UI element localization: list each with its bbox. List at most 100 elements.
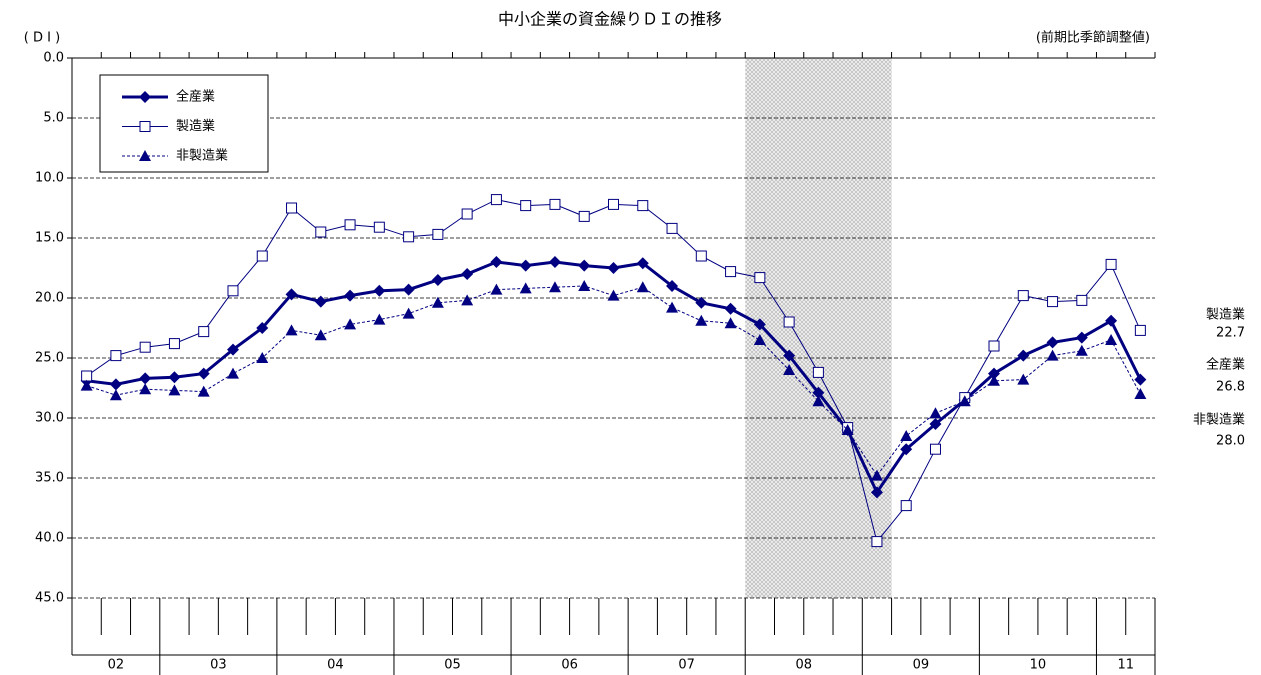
- chart-title: 中小企業の資金繰りＤＩの推移: [498, 10, 722, 29]
- marker: [988, 340, 1000, 352]
- marker: [1076, 294, 1088, 306]
- y-tick-label: 0.0: [43, 51, 64, 66]
- x-tick-label: 02: [108, 658, 125, 673]
- y-axis-label: ( D I ): [24, 31, 60, 46]
- marker: [402, 307, 415, 319]
- marker: [812, 386, 825, 399]
- marker: [139, 341, 151, 353]
- marker: [724, 302, 737, 315]
- legend-label: 製造業: [176, 118, 215, 134]
- marker: [226, 343, 239, 356]
- marker: [695, 296, 708, 309]
- marker: [344, 289, 357, 302]
- marker: [666, 280, 679, 292]
- marker: [958, 395, 971, 407]
- marker: [373, 221, 385, 233]
- marker: [607, 289, 620, 301]
- x-tick-label: 09: [913, 658, 930, 673]
- marker: [286, 202, 298, 214]
- marker: [256, 250, 268, 262]
- marker: [783, 364, 796, 375]
- marker: [900, 500, 912, 512]
- marker: [109, 389, 122, 401]
- marker: [519, 259, 532, 272]
- marker: [870, 486, 883, 499]
- marker: [403, 231, 415, 243]
- marker: [988, 374, 1001, 386]
- marker: [80, 379, 93, 391]
- marker: [285, 288, 298, 301]
- x-tick-label: 10: [1030, 658, 1047, 673]
- marker: [929, 407, 942, 419]
- marker: [373, 313, 386, 325]
- marker: [285, 324, 298, 336]
- marker: [636, 257, 649, 270]
- marker: [1134, 388, 1147, 399]
- marker: [519, 282, 532, 294]
- marker: [929, 418, 942, 430]
- legend-label: 全産業: [176, 89, 215, 105]
- series-layer: [80, 194, 1147, 548]
- marker: [725, 266, 737, 278]
- marker: [344, 219, 356, 231]
- grid-layer: 0.0 5.0 10.0 15.0 20.0 25.0 30.0 35.0 40.0 45.0 02…: [35, 51, 1156, 675]
- marker: [314, 295, 327, 308]
- marker: [431, 274, 444, 286]
- marker: [109, 378, 122, 391]
- marker: [1017, 349, 1030, 362]
- marker: [344, 318, 357, 330]
- marker: [110, 350, 122, 362]
- marker: [1134, 324, 1146, 336]
- marker: [314, 329, 327, 341]
- marker: [871, 536, 883, 548]
- y-tick-label: 15.0: [35, 231, 64, 246]
- marker: [870, 469, 883, 481]
- marker: [168, 338, 180, 350]
- marker: [666, 222, 678, 234]
- marker: [432, 228, 444, 240]
- marker: [198, 326, 210, 338]
- marker: [520, 200, 532, 212]
- y-tick-label: 45.0: [35, 591, 64, 606]
- marker: [168, 371, 181, 384]
- end-value-label: 26.8: [1216, 380, 1245, 395]
- legend-marker: [139, 91, 151, 103]
- y-tick-label: 10.0: [35, 171, 64, 186]
- marker: [402, 283, 415, 296]
- end-series-name: 全産業: [1206, 357, 1245, 373]
- marker: [636, 281, 649, 293]
- x-tick-label: 08: [795, 658, 812, 673]
- end-value-label: 22.7: [1216, 326, 1245, 341]
- end-value-label: 28.0: [1216, 434, 1245, 449]
- marker: [695, 250, 707, 262]
- marker: [197, 367, 210, 380]
- marker: [783, 349, 796, 362]
- marker: [461, 294, 474, 306]
- marker: [431, 296, 444, 308]
- marker: [139, 383, 152, 395]
- marker: [608, 198, 619, 210]
- marker: [227, 285, 239, 297]
- marker: [753, 318, 766, 331]
- marker: [900, 443, 913, 456]
- marker: [548, 281, 561, 293]
- x-tick-label: 11: [1117, 658, 1134, 673]
- marker: [754, 272, 766, 284]
- marker: [988, 367, 1001, 380]
- x-tick-label: 07: [678, 658, 695, 673]
- marker: [666, 301, 679, 313]
- y-tick-label: 40.0: [35, 531, 64, 546]
- marker: [695, 314, 708, 326]
- shaded-period: [745, 58, 892, 598]
- marker: [490, 283, 503, 295]
- marker: [578, 259, 591, 272]
- marker: [1017, 373, 1030, 385]
- marker: [1046, 349, 1059, 361]
- marker: [841, 424, 854, 435]
- marker: [1105, 258, 1117, 270]
- marker: [783, 316, 795, 328]
- marker: [1134, 373, 1147, 386]
- marker: [929, 443, 941, 455]
